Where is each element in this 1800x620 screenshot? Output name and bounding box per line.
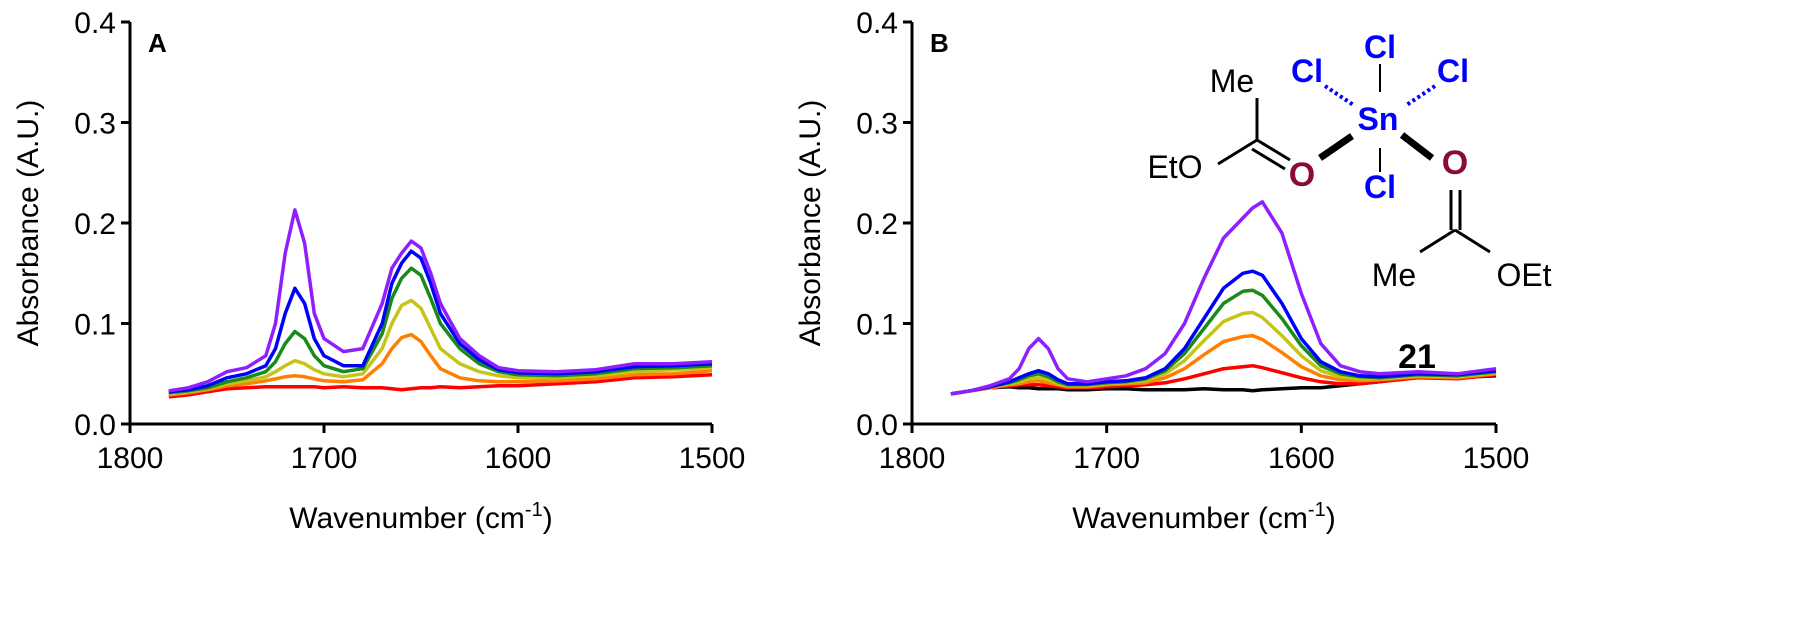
hashed-bond	[1323, 84, 1357, 108]
panel-label: A	[148, 28, 167, 58]
tin-label: Sn	[1358, 101, 1399, 137]
x-tick-label: 1700	[1073, 442, 1140, 475]
bond	[1419, 228, 1456, 254]
spectrum-line-2	[950, 363, 1497, 396]
structure-21: Me EtO O O Sn Cl Cl Cl Cl Me OEt 21	[1147, 29, 1551, 376]
y-tick-label: 0.1	[856, 309, 898, 342]
x-tick-label: 1600	[1268, 442, 1335, 475]
bond-sn-o	[1399, 132, 1435, 161]
spectrum-line-1	[168, 373, 713, 399]
x-tick-label: 1500	[1463, 442, 1530, 475]
chloride-label: Cl	[1291, 53, 1323, 89]
y-tick-label: 0.1	[74, 309, 116, 342]
double-bond	[1256, 138, 1291, 162]
oxygen-label: O	[1289, 156, 1315, 194]
y-axis-label: Absorbance (A.U.)	[12, 100, 45, 347]
y-tick-label: 0.3	[74, 108, 116, 141]
double-bond	[1251, 147, 1286, 171]
chart-panel-b: 0.0 0.1 0.2 0.3 0.4 1800 1700 1600 1500 Wavenumbe…	[794, 7, 1529, 535]
bond	[1217, 138, 1258, 166]
x-axis-label: Wavenumber (cm-1)	[1072, 499, 1335, 535]
spectrum-line-5	[168, 249, 713, 394]
spectrum-line-3	[168, 298, 713, 396]
y-tick-label: 0.2	[856, 208, 898, 241]
y-tick-label: 0.2	[74, 208, 116, 241]
methyl-label: Me	[1372, 257, 1416, 293]
chart-panel-a: 0.0 0.1 0.2 0.3 0.4 1800 1700 1600 1500 Wavenumbe…	[12, 7, 745, 535]
spectrum-line-3	[950, 333, 1497, 396]
hashed-bond	[1403, 84, 1437, 108]
spectrum-line-6	[168, 208, 713, 393]
spectrum-line-7	[950, 200, 1497, 396]
methyl-label: Me	[1210, 63, 1254, 99]
x-tick-label: 1800	[879, 442, 946, 475]
x-axis-label: Wavenumber (cm-1)	[289, 499, 552, 535]
y-tick-label: 0.4	[856, 7, 898, 40]
panel-label: B	[930, 28, 949, 58]
compound-number: 21	[1398, 338, 1436, 376]
y-tick-label: 0.0	[856, 409, 898, 442]
y-axis-label: Absorbance (A.U.)	[794, 100, 827, 347]
chloride-label: Cl	[1364, 29, 1396, 65]
x-tick-label: 1700	[291, 442, 358, 475]
chloride-label: Cl	[1364, 169, 1396, 205]
spectrum-line-6	[950, 269, 1497, 396]
x-tick-label: 1800	[97, 442, 164, 475]
spectrum-line-4	[168, 266, 713, 395]
oxygen-label: O	[1442, 144, 1468, 182]
spectrum-line-2	[168, 332, 713, 397]
spectrum-line-5	[950, 288, 1497, 396]
bond	[1454, 228, 1491, 254]
bond-o-sn	[1318, 133, 1354, 161]
spectrum-line-4	[950, 310, 1497, 396]
y-tick-label: 0.4	[74, 7, 116, 40]
x-tick-label: 1500	[679, 442, 746, 475]
chloride-label: Cl	[1437, 53, 1469, 89]
ethoxy-label: EtO	[1147, 149, 1202, 185]
y-tick-label: 0.3	[856, 108, 898, 141]
x-tick-label: 1600	[485, 442, 552, 475]
y-tick-label: 0.0	[74, 409, 116, 442]
ethoxy-label: OEt	[1496, 257, 1551, 293]
